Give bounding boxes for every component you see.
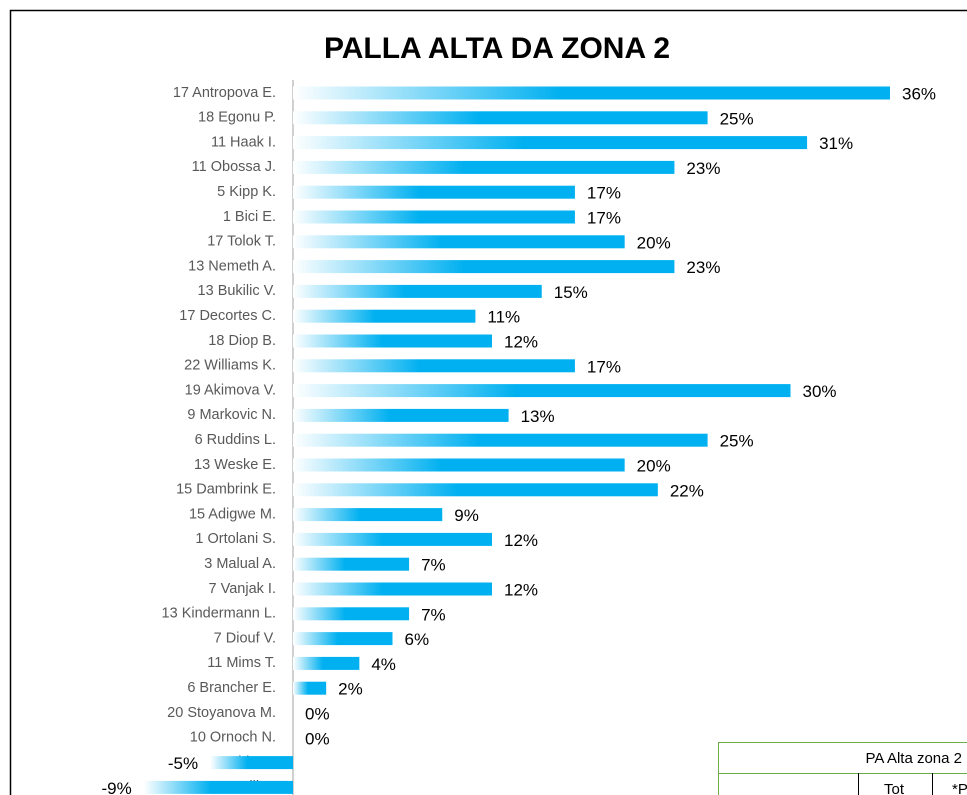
category-label: 7 Vanjak I. (209, 581, 276, 597)
bar (293, 284, 542, 298)
value-label: 12% (504, 580, 538, 599)
value-label: 13% (521, 407, 555, 426)
bar (293, 681, 327, 695)
bar (293, 433, 708, 447)
value-label: -5% (168, 754, 198, 773)
bar (293, 532, 492, 546)
category-label: 13 Bukilic V. (198, 283, 276, 299)
table-title: PA Alta zona 2 (866, 750, 962, 767)
category-label: 3 Malual A. (204, 556, 276, 572)
bar (293, 582, 492, 596)
bar (293, 334, 492, 348)
table: PA Alta zona 2 Tot *P (718, 742, 967, 795)
category-label: 15 Adigwe M. (189, 506, 276, 522)
bar (143, 780, 293, 794)
bar (293, 235, 625, 249)
bar (293, 458, 625, 472)
bars: 17 Antropova E. 36% 18 Egonu P. 25% 11 Haak … (102, 84, 937, 795)
value-label: 20% (637, 456, 671, 475)
category-label: 9 Markovic N. (187, 407, 276, 423)
bar (293, 185, 575, 199)
category-label: 22 Williams K. (184, 358, 276, 374)
bar (293, 632, 393, 646)
value-label: 7% (421, 556, 446, 575)
category-label: 6 Brancher E. (187, 680, 276, 696)
table-header: Tot (884, 781, 905, 795)
value-label: 11% (487, 308, 520, 327)
category-label: 1 Ortolani S. (195, 531, 276, 547)
category-label: 18 Diop B. (208, 333, 276, 349)
bar (293, 210, 575, 224)
value-label: 17% (587, 208, 621, 227)
category-label: 10 Ornoch N. (190, 730, 276, 746)
value-label: 23% (686, 159, 720, 178)
value-label: 17% (587, 184, 621, 203)
value-label: 23% (686, 258, 720, 277)
value-label: 6% (405, 630, 430, 649)
category-label: 11 Haak I. (211, 134, 276, 150)
category-label: 19 Akimova V. (185, 382, 276, 398)
category-label: 15 Dambrink E. (176, 482, 276, 498)
category-label: 1 Bici E. (223, 209, 276, 225)
category-label: 7 Diouf V. (214, 630, 276, 646)
bar (293, 557, 410, 571)
category-label: 13 Weske E. (194, 457, 276, 473)
category-label: 13 Nemeth A. (188, 258, 276, 274)
value-label: 9% (454, 506, 479, 525)
value-label: 31% (819, 134, 853, 153)
value-label: 0% (305, 704, 330, 723)
value-label: 17% (587, 357, 621, 376)
bar (293, 136, 808, 150)
bar (293, 408, 509, 422)
bar (293, 86, 890, 100)
category-label: 11 Mims T. (207, 655, 276, 671)
category-label: 13 Kindermann L. (162, 606, 276, 622)
category-label: 11 Obossa J. (192, 159, 276, 175)
chart-title: PALLA ALTA DA ZONA 2 (324, 32, 670, 65)
value-label: 30% (803, 382, 837, 401)
category-label: 17 Antropova E. (173, 85, 276, 101)
value-label: 7% (421, 605, 446, 624)
table-border (718, 742, 967, 795)
bar (210, 756, 293, 770)
category-label: 6 Ruddins L. (195, 432, 276, 448)
category-label: 17 Decortes C. (179, 308, 276, 324)
bar (293, 309, 476, 323)
bar (293, 384, 791, 398)
category-label: 18 Egonu P. (198, 110, 276, 126)
bar (293, 483, 658, 497)
category-label: 5 Kipp K. (217, 184, 276, 200)
value-label: 22% (670, 481, 704, 500)
value-label: 36% (902, 84, 936, 103)
value-label: 12% (504, 531, 538, 550)
value-label: 25% (720, 432, 754, 451)
value-label: 2% (338, 680, 363, 699)
category-label: 20 Stoyanova M. (167, 705, 276, 721)
category-label: 17 Tolok T. (207, 234, 276, 250)
bar (293, 359, 575, 373)
frame (9, 9, 967, 795)
bar (293, 160, 675, 174)
value-label: 15% (554, 283, 588, 302)
table-header: *P (952, 781, 967, 795)
value-label: 0% (305, 729, 330, 748)
value-label: 25% (720, 109, 754, 128)
value-label: 20% (637, 233, 671, 252)
bar (293, 607, 410, 621)
bar (293, 656, 360, 670)
value-label: 4% (371, 655, 396, 674)
value-label: 12% (504, 332, 538, 351)
bar (293, 508, 443, 522)
value-label: -9% (102, 779, 132, 795)
bar (293, 260, 675, 274)
bar (293, 111, 708, 125)
